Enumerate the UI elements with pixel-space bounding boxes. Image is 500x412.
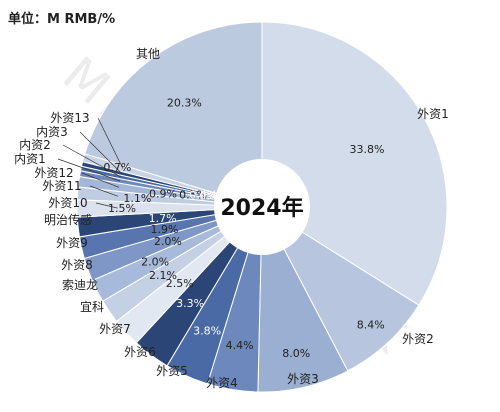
leader-外资10 — [95, 202, 118, 209]
slice-外资2 — [260, 205, 420, 372]
slice-外资3 — [257, 206, 349, 393]
slice-name-外资1: 外资1 — [417, 107, 449, 121]
slice-name-外资10: 外资10 — [48, 196, 87, 210]
chart-title: 2024年 — [220, 195, 303, 221]
slice-pct-外资3: 8.0% — [282, 347, 310, 360]
slice-name-内资2: 内资2 — [19, 138, 51, 152]
leader-lines — [57, 117, 124, 209]
slice-name-索迪龙: 索迪龙 — [62, 278, 98, 292]
slice-其他 — [84, 21, 263, 208]
slice-name-内资3: 内资3 — [36, 125, 68, 139]
slice-name-明治传感: 明治传感 — [44, 212, 92, 227]
slice-pct-宜科: 2.1% — [149, 269, 177, 282]
slice-name-外资8: 外资8 — [61, 258, 93, 272]
slice-pct-其他: 20.3% — [167, 97, 202, 110]
slice-pct-内资2: 0.4% — [189, 189, 217, 202]
slice-pct-外资5: 3.8% — [193, 324, 221, 337]
slice-name-外资12: 外资12 — [34, 166, 73, 180]
slice-name-其他: 其他 — [136, 47, 160, 61]
slice-pct-外资6: 3.3% — [176, 297, 204, 310]
slice-name-外资13: 外资13 — [50, 111, 89, 125]
slice-name-外资11: 外资11 — [42, 179, 81, 193]
slice-name-宜科: 宜科 — [80, 299, 104, 314]
slice-pct-外资2: 8.4% — [357, 318, 385, 331]
leader-外资13 — [97, 117, 124, 169]
slice-pct-外资13: 0.7% — [103, 161, 131, 174]
slice-name-外资6: 外资6 — [124, 345, 156, 359]
slice-name-内资1: 内资1 — [14, 152, 46, 166]
slice-pct-外资7: 2.5% — [166, 277, 194, 290]
slice-pct-外资4: 4.4% — [226, 339, 254, 352]
slice-pct-外资12: 0.9% — [149, 187, 177, 200]
slice-name-外资2: 外资2 — [402, 332, 434, 346]
slice-name-外资4: 外资4 — [206, 376, 238, 390]
slice-pct-外资11: 1.1% — [123, 192, 151, 205]
leader-内资3 — [79, 131, 122, 174]
slice-pct-索迪龙: 2.0% — [141, 255, 169, 268]
slice-name-外资5: 外资5 — [156, 364, 188, 378]
slice-pct-外资8: 2.0% — [154, 235, 182, 248]
slice-外资1 — [261, 21, 448, 306]
leader-内资1 — [57, 158, 121, 182]
donut-hole — [214, 159, 310, 255]
slice-pct-内资1: 0.5% — [179, 188, 207, 201]
slice-pct-外资9: 1.9% — [150, 223, 178, 236]
leader-外资11 — [89, 185, 119, 197]
leader-内资2 — [62, 144, 122, 178]
slice-name-外资7: 外资7 — [99, 322, 131, 336]
slice-pct-明治传感: 1.7% — [149, 212, 177, 225]
slice-pct-外资1: 33.8% — [350, 143, 385, 156]
labels-group: 33.8% 外资1 8.4% 外资2 8.0% 外资3 4.4% 外资4 3.8% 外资5 3.3%… — [14, 47, 449, 390]
slice-pct-外资10: 1.5% — [108, 202, 136, 215]
slice-name-外资3: 外资3 — [287, 372, 319, 386]
unit-label: 单位：M RMB/% — [8, 12, 116, 27]
slice-name-外资9: 外资9 — [56, 236, 88, 250]
leader-外资12 — [81, 172, 120, 188]
